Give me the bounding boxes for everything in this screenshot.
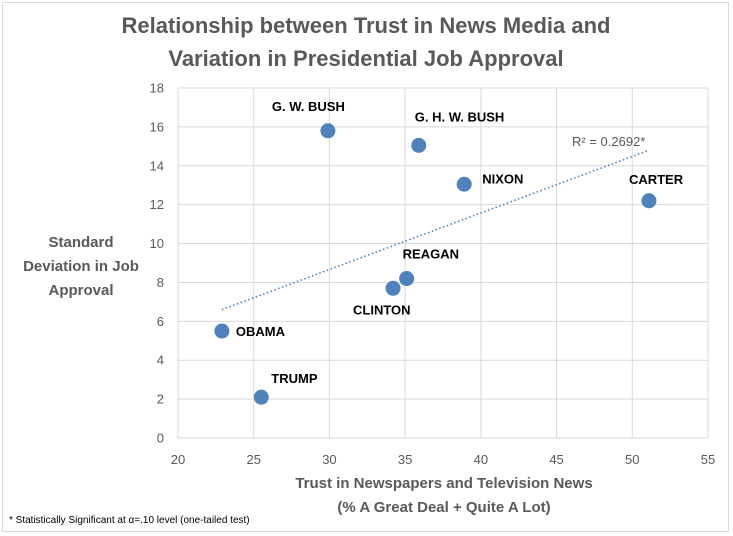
y-tick-label: 14: [150, 158, 164, 173]
y-tick-label: 2: [157, 392, 164, 407]
data-point-clinton: [385, 280, 401, 296]
x-tick-label: 50: [625, 452, 639, 467]
data-points: [214, 123, 657, 405]
x-tick-label: 40: [474, 452, 488, 467]
r-squared-label: R² = 0.2692*: [572, 134, 645, 149]
chart-title-line-2: Variation in Presidential Job Approval: [168, 46, 563, 71]
footnote: * Statistically Significant at α=.10 lev…: [9, 515, 250, 526]
y-tick-label: 8: [157, 275, 164, 290]
point-label-carter: CARTER: [629, 172, 684, 187]
x-axis-title-line-2: (% A Great Deal + Quite A Lot): [337, 499, 550, 516]
data-point-g-w-bush: [320, 123, 336, 139]
x-tick-label: 55: [701, 452, 715, 467]
trendline-group: [221, 149, 650, 311]
point-label-g-h-w-bush: G. H. W. BUSH: [415, 109, 505, 124]
point-label-reagan: REAGAN: [403, 247, 459, 262]
y-axis-ticks: 0 2 4 6 8 10 12 14 16 18: [150, 81, 164, 446]
y-axis-title-line-2: Deviation in Job: [23, 258, 139, 275]
data-point-reagan: [399, 271, 415, 287]
y-tick-label: 4: [157, 353, 164, 368]
y-tick-label: 12: [150, 197, 164, 212]
y-axis-title-line-1: Standard: [48, 234, 113, 251]
y-tick-label: 6: [157, 314, 164, 329]
x-tick-label: 20: [171, 452, 185, 467]
chart-title-line-1: Relationship between Trust in News Media…: [122, 13, 611, 38]
x-tick-label: 30: [322, 452, 336, 467]
point-label-clinton: CLINTON: [353, 302, 411, 317]
point-label-nixon: NIXON: [482, 171, 523, 186]
point-label-g-w-bush: G. W. BUSH: [272, 99, 345, 114]
trendline: [221, 149, 650, 311]
x-tick-label: 25: [246, 452, 260, 467]
point-label-trump: TRUMP: [271, 371, 318, 386]
x-axis-title-line-1: Trust in Newspapers and Television News: [295, 475, 592, 492]
data-point-obama: [214, 323, 230, 339]
data-point-g-h-w-bush: [411, 137, 427, 153]
gridlines: [177, 87, 709, 439]
y-tick-label: 10: [150, 236, 164, 251]
point-labels: G. W. BUSH G. H. W. BUSH NIXON CARTER REAGAN…: [236, 99, 684, 386]
point-label-obama: OBAMA: [236, 324, 286, 339]
data-point-carter: [641, 193, 657, 209]
x-tick-label: 45: [549, 452, 563, 467]
x-axis-ticks: 20 25 30 35 40 45 50 55: [171, 452, 715, 467]
data-point-nixon: [456, 176, 472, 192]
data-point-trump: [253, 389, 269, 405]
y-tick-label: 18: [150, 81, 164, 96]
x-tick-label: 35: [398, 452, 412, 467]
y-tick-label: 0: [157, 431, 164, 446]
y-tick-label: 16: [150, 119, 164, 134]
y-axis-title-line-3: Approval: [48, 282, 113, 299]
